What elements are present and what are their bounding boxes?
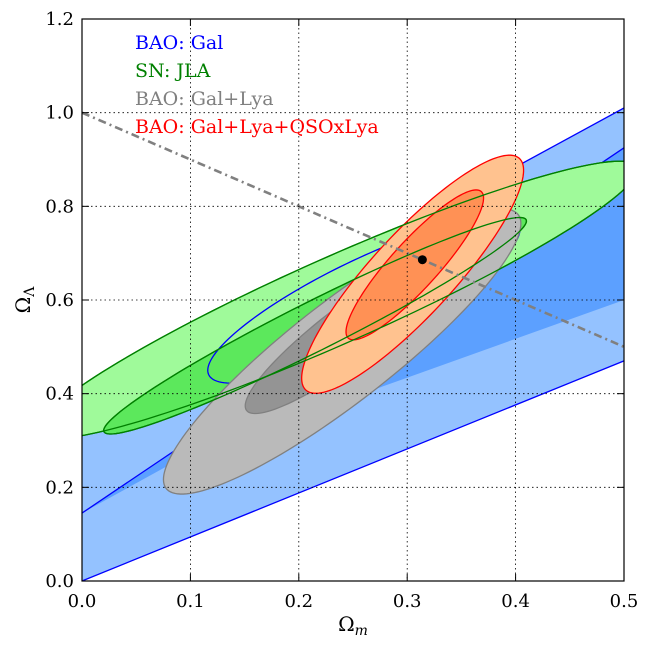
y-axis-label-subscript: Λ xyxy=(22,286,38,298)
y-tick-label: 0.4 xyxy=(45,384,74,405)
legend-label-bao-gal-lya-qsoxlya: BAO: Gal+Lya+QSOxLya xyxy=(135,116,379,138)
x-tick-label: 0.4 xyxy=(501,591,530,612)
sn-jla-2sigma-outline xyxy=(82,160,624,437)
x-axis-label: Ωm xyxy=(338,612,368,639)
x-tick-label: 0.5 xyxy=(610,591,639,612)
best-fit-point xyxy=(417,255,427,265)
legend-label-bao-gal-lya: BAO: Gal+Lya xyxy=(135,88,274,110)
legend-label-sn-jla: SN: JLA xyxy=(135,60,211,82)
y-tick-label: 0.2 xyxy=(45,477,74,498)
sn-jla-1sigma-outline xyxy=(103,216,528,435)
grid xyxy=(82,19,624,581)
bao-gal-lya-qsoxlya-1sigma-contour xyxy=(345,189,485,341)
y-tick-label: 1.2 xyxy=(45,9,74,30)
ticks: 0.0 0.1 0.2 0.3 0.4 0.5 0.0 0.2 0.4 0.6 0.8 1.0 1.2 xyxy=(45,9,638,612)
legend: BAO: Gal SN: JLA BAO: Gal+Lya BAO: Gal+L… xyxy=(135,32,379,138)
x-tick-label: 0.3 xyxy=(393,591,422,612)
x-tick-label: 0.0 xyxy=(68,591,97,612)
y-tick-label: 0.0 xyxy=(45,571,74,592)
flat-universe-line xyxy=(82,111,624,349)
legend-label-bao-gal: BAO: Gal xyxy=(135,32,223,54)
y-tick-label: 0.8 xyxy=(45,196,74,217)
x-tick-label: 0.1 xyxy=(176,591,205,612)
bao-gal-2sigma-lower-edge xyxy=(82,360,624,581)
y-tick-label: 0.6 xyxy=(45,290,74,311)
x-tick-label: 0.2 xyxy=(284,591,313,612)
y-axis-label: ΩΛ xyxy=(11,286,38,314)
x-axis-label-subscript: m xyxy=(355,623,368,639)
y-tick-label: 1.0 xyxy=(45,103,74,124)
